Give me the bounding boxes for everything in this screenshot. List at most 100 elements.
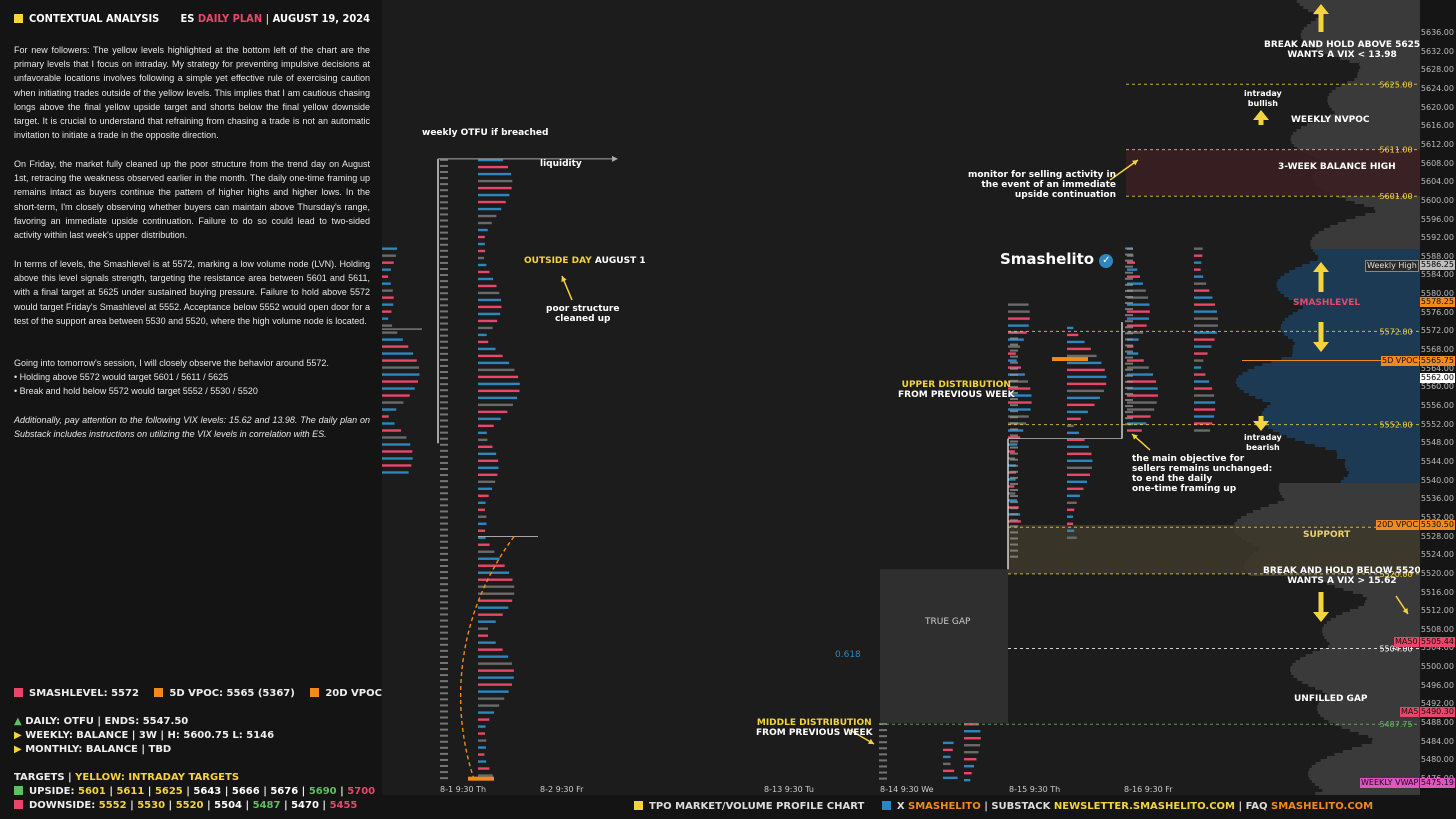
volume-profile-bar [1311,246,1420,249]
tpo-bar [382,464,412,467]
tpo-bar [478,375,519,379]
price-tick: 5496.00 [1420,680,1454,690]
tpo-letters [440,740,448,743]
volume-profile-bar [1345,459,1420,462]
price-tick: 5604.00 [1420,177,1454,187]
annotation-true-gap: TRUE GAP [925,617,971,627]
tpo-bar [1008,359,1017,362]
analysis-panel: CONTEXTUAL ANALYSIS ES DAILY PLAN | AUGU… [0,0,417,819]
target-value: 5552 [98,800,127,811]
volume-profile-bar [1318,255,1420,258]
tpo-bar [478,249,486,253]
volume-profile-bar [1321,117,1420,120]
volume-profile-bar [1329,114,1420,117]
tpo-letters [440,558,448,561]
tpo-bar [1067,333,1079,337]
tpo-bar [478,340,489,344]
target-sep: | [336,786,348,797]
footer-faq-link[interactable]: SMASHELITO.COM [1271,801,1374,812]
tpo-letters [440,231,448,234]
tpo-letters [440,486,448,489]
footer-substack-link[interactable]: NEWSLETTER.SMASHELITO.COM [1053,801,1235,812]
volume-profile-bar [1315,762,1420,765]
volume-profile-bar [1280,492,1420,495]
tpo-bar [382,261,394,264]
price-tick: 5616.00 [1420,121,1454,131]
tpo-letters [1125,411,1133,414]
target-value: 5504 [214,800,242,811]
tpo-bar [1127,331,1144,334]
volume-profile-bar [1344,462,1420,465]
tpo-bar [382,331,398,334]
tpo-bar [1127,254,1134,257]
price-tick: 5612.00 [1420,139,1454,149]
target-sep: | [242,800,253,811]
tpo-letters [1010,458,1018,461]
outside-day-label: OUTSIDE DAY [524,256,592,266]
tpo-bar [382,310,392,313]
tpo-bar [478,186,512,190]
volume-profile-bar [1280,327,1420,330]
tpo-letters [1010,555,1018,558]
tpo-letters [440,583,448,586]
volume-profile-bar [1322,633,1420,636]
tpo-letters [440,692,448,695]
tpo-bar [478,326,493,330]
volume-profile-bar [1280,324,1420,327]
tpo-bar [1194,429,1211,432]
tpo-letters [440,310,448,313]
volume-profile-bar [1278,486,1420,489]
target-value: 5611 [116,786,145,797]
volume-profile-bar [1327,756,1420,759]
legend-5d-vpoc: 5D VPOC: 5565 (5367) [169,688,295,699]
tpo-bar [1008,450,1015,453]
price-tag: 5578.25 [1419,297,1455,308]
tpo-letters [440,389,448,392]
volume-profile-bar [1286,435,1420,438]
volume-profile-bar [1349,609,1420,612]
volume-profile-bar [1353,591,1420,594]
volume-profile-bar [1320,759,1420,762]
tpo-bar [1127,359,1144,362]
tpo-letters [1010,355,1018,358]
tpo-letters [879,771,887,774]
tpo-letters [440,437,448,440]
volume-profile-bar [1262,363,1420,366]
volume-profile-bar [1336,615,1420,618]
volume-profile-bar [1308,774,1420,777]
tpo-bar [1067,494,1080,497]
tpo-bar [382,289,393,292]
tpo-bar [1008,303,1029,306]
volume-profile-bar [1340,84,1420,87]
tpo-bar [478,494,489,497]
price-tick: 5504.00 [1420,643,1454,653]
annotation-3week-balance: 3-WEEK BALANCE HIGH [1278,162,1396,172]
tpo-bar [382,247,398,250]
tpo-bar [478,228,488,232]
tpo-bar [1194,345,1212,348]
annotation-weekly-nvpoc: WEEKLY NVPOC [1291,115,1370,125]
volume-profile-bar [1296,0,1420,3]
volume-profile-bar [1372,738,1420,741]
tpo-bar [478,312,501,316]
price-axis: 5636.00 5632.00 5628.00 5624.00 5620.00 5616.… [1419,0,1456,795]
tpo-bar [964,744,981,747]
tpo-bar [1067,396,1100,400]
volume-profile-bar [1330,225,1420,228]
tpo-letters [440,322,448,325]
paragraph-friday: On Friday, the market fully cleaned up t… [14,159,370,241]
tpo-bar [1067,403,1095,407]
tpo-letters [440,492,448,495]
target-sep: | [318,800,330,811]
intraday-bullish-arrow-head-icon [1253,110,1269,120]
tpo-letters [879,759,887,762]
volume-profile-bar [1308,771,1420,774]
volume-profile-bar [1322,630,1420,633]
tpo-bar [478,753,485,756]
footer-x-handle[interactable]: SMASHELITO [908,801,981,812]
volume-profile-bar [1281,357,1420,360]
tpo-letters [440,522,448,525]
volume-profile-bar [1310,243,1420,246]
volume-profile-bar [1323,717,1420,720]
volume-profile-bar [1340,480,1420,483]
